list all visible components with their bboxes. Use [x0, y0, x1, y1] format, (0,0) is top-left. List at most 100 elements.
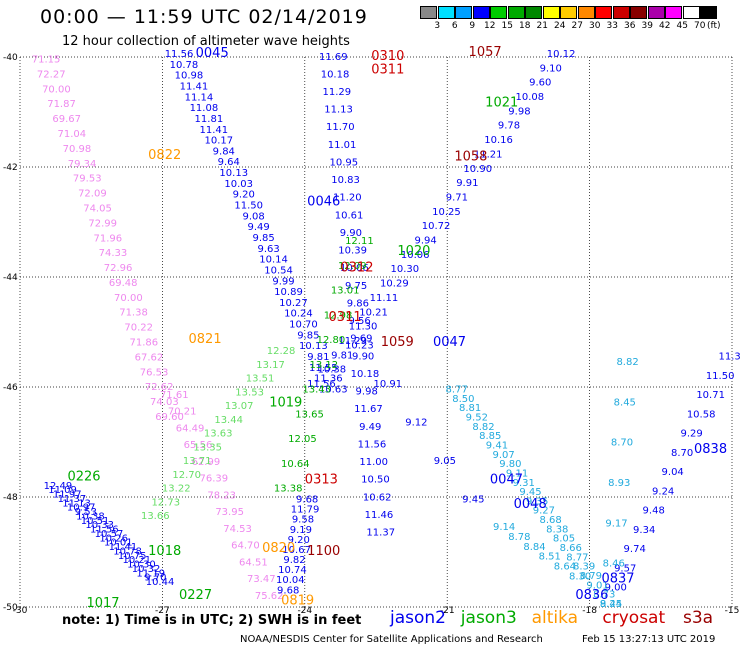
colorbar-cell — [455, 6, 472, 19]
swh-value: 9.63 — [257, 244, 279, 255]
swh-value: 9.98 — [356, 387, 378, 398]
swh-value: 64.51 — [239, 557, 268, 568]
pass-time-label: 0045 — [196, 46, 229, 61]
data-layer: 71.15 72.27 70.00 71.87 69.67 71.04 70.98 79.34… — [32, 49, 740, 610]
swh-value: 9.82 — [283, 555, 305, 566]
swh-value: 11.00 — [359, 457, 388, 468]
swh-value: 11.97 — [53, 490, 82, 501]
swh-value: 11.67 — [354, 404, 383, 415]
pass-time-label: 1018 — [148, 544, 181, 559]
swh-value: 72.96 — [104, 263, 133, 274]
swh-value: 8.77 — [566, 552, 588, 563]
swh-value: 9.85 — [297, 330, 319, 341]
pass-time-label: 0226 — [67, 470, 100, 485]
colorbar-label: 36 — [624, 21, 636, 31]
swh-value: 10.06 — [340, 263, 369, 274]
swh-value: 9.68 — [296, 495, 318, 506]
swh-value: 9.29 — [681, 429, 703, 440]
pass-time-label: 1017 — [86, 596, 119, 611]
colorbar-label: 42 — [659, 21, 671, 31]
swh-value: 12.73 — [151, 497, 180, 508]
swh-value: 11.36 — [314, 374, 343, 385]
swh-value: 10.89 — [274, 287, 303, 298]
swh-value: 9.57 — [614, 563, 636, 574]
swh-value: 74.05 — [83, 203, 112, 214]
swh-value: 71.87 — [47, 99, 76, 110]
swh-value: 10.91 — [374, 379, 403, 390]
swh-value: 8.66 — [560, 543, 582, 554]
swh-value: 13.43 — [302, 385, 331, 396]
swh-value: 11.41 — [180, 81, 209, 92]
swh-value: 11.70 — [326, 122, 355, 133]
colorbar-label: 15 — [501, 21, 513, 31]
swh-value: 12.05 — [288, 434, 317, 445]
swh-value: 9.01 — [586, 580, 608, 591]
swh-value: 13.51 — [246, 374, 275, 385]
footer-timestamp: Feb 15 13:27:13 UTC 2019 — [582, 634, 716, 645]
swh-value: 10.75 — [118, 551, 147, 562]
swh-value: 11.41 — [200, 125, 229, 136]
swh-value: 72.62 — [145, 382, 174, 393]
swh-value: 9.00 — [605, 583, 627, 594]
swh-value: 8.50 — [452, 394, 474, 405]
satellite-legend-item: s3a — [683, 608, 714, 628]
swh-value: 13.65 — [295, 409, 324, 420]
swh-value: 11.09 — [48, 485, 77, 496]
satellite-legend-item: jason2 — [390, 608, 446, 628]
swh-value: 9.58 — [292, 515, 314, 526]
swh-value: 9.24 — [652, 486, 674, 497]
swh-value: 8.77 — [446, 385, 468, 396]
swh-value: 9.52 — [466, 412, 488, 423]
swh-value: 13.71 — [183, 456, 212, 467]
swh-value: 9.70 — [144, 573, 166, 584]
swh-value: 11.21 — [474, 149, 503, 160]
pass-time-label: 0313 — [305, 472, 338, 487]
swh-value: 9.45 — [462, 495, 484, 506]
pass-time-label: 0838 — [694, 442, 727, 457]
swh-value: 9.27 — [533, 506, 555, 517]
swh-value: 71.15 — [32, 55, 61, 66]
colorbar-cell — [525, 6, 542, 19]
pass-time-label: 0310 — [371, 49, 404, 64]
swh-value: 9.24 — [600, 599, 622, 610]
swh-value: 9.45 — [519, 487, 541, 498]
colorbar-label: 6 — [451, 21, 458, 31]
swh-value: 67.62 — [135, 352, 164, 363]
swh-value: 8.82 — [472, 422, 494, 433]
swh-value: 9.17 — [605, 518, 627, 529]
swh-value: 9.10 — [540, 63, 562, 74]
swh-value: 9.71 — [446, 192, 468, 203]
swh-value: 70.21 — [168, 407, 197, 418]
swh-value: 13.17 — [256, 360, 285, 371]
swh-value: 11.37 — [58, 494, 87, 505]
swh-value: 10.38 — [76, 511, 105, 522]
swh-value: 9.56 — [349, 316, 371, 327]
colorbar-cell — [595, 6, 612, 19]
swh-value: 9.04 — [662, 467, 684, 478]
colorbar-cell — [577, 6, 595, 19]
swh-value: 70.22 — [124, 323, 153, 334]
swh-value: 10.44 — [146, 577, 175, 588]
swh-value: 8.38 — [546, 524, 568, 535]
swh-value: 10.23 — [345, 341, 374, 352]
swh-value: 10.18 — [351, 369, 380, 380]
swh-value: 70.98 — [63, 144, 92, 155]
swh-value: 9.90 — [352, 351, 374, 362]
swh-value: 9.98 — [508, 106, 530, 117]
swh-value: 10.61 — [335, 210, 364, 221]
pass-time-labels: 0045 105710211058031003110822004610200312… — [67, 45, 727, 611]
swh-value: 9.80 — [499, 459, 521, 470]
swh-value: 8.82 — [616, 357, 638, 368]
swh-value: 10.32 — [132, 564, 161, 575]
swh-value: 10.95 — [330, 157, 359, 168]
x-tick-label: -24 — [297, 606, 312, 616]
swh-value: 71.96 — [93, 233, 122, 244]
colorbar-cell — [612, 6, 630, 19]
swh-value: 10.90 — [463, 164, 492, 175]
swh-value: 11.3 — [718, 352, 740, 363]
colorbar-cell — [647, 6, 665, 19]
colorbar-cell — [437, 6, 455, 19]
swh-value: 13.53 — [235, 387, 264, 398]
swh-value: 9.31 — [513, 478, 535, 489]
swh-value: 8.64 — [554, 562, 576, 573]
